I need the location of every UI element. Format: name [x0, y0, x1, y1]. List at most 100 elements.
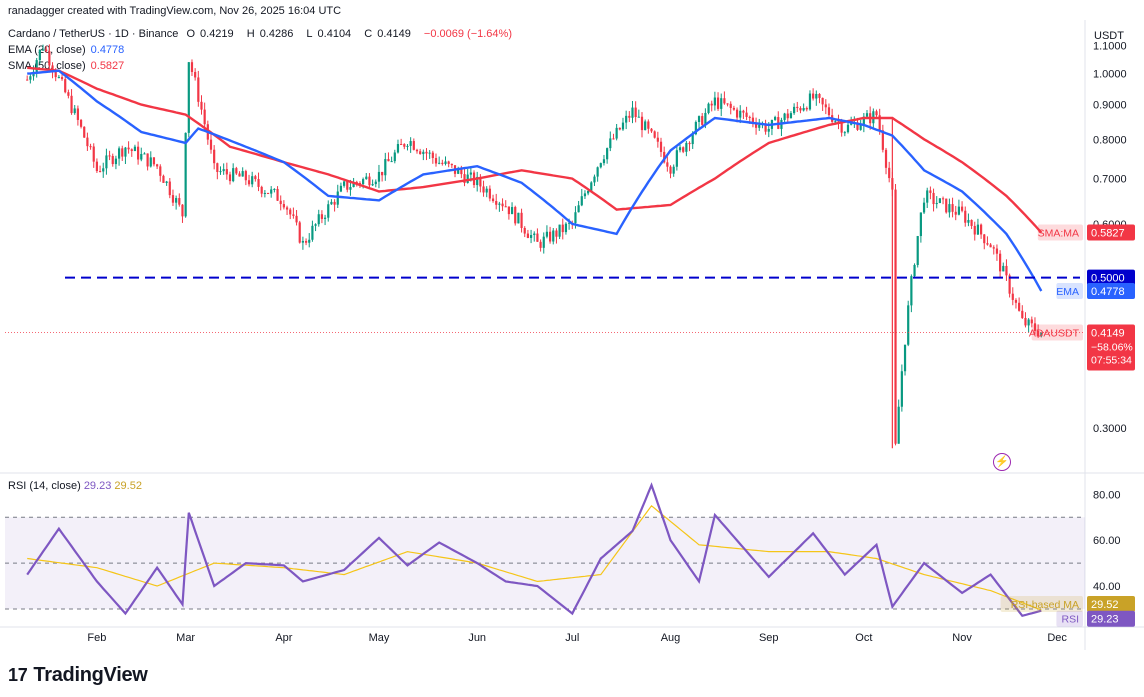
- candle-body: [774, 117, 777, 120]
- candle-body: [235, 168, 238, 174]
- candle-body: [374, 181, 377, 185]
- candle-body: [846, 124, 850, 133]
- candle-body: [656, 137, 659, 142]
- candle-body: [663, 151, 666, 163]
- price-tick-label: 1.0000: [1093, 69, 1127, 81]
- candle-body: [228, 174, 232, 182]
- change-value: −0.0069 (−1.64%): [423, 28, 512, 40]
- candle-body: [612, 138, 615, 140]
- candle-body: [295, 215, 298, 223]
- candle-body: [688, 142, 691, 145]
- candle-body: [137, 146, 140, 160]
- candle-body: [292, 214, 295, 216]
- last-tag-value-box: [1087, 324, 1135, 371]
- rsi-legend[interactable]: RSI (14, close) 29.23 29.52: [8, 480, 142, 492]
- rsi-tick-label: 80.00: [1093, 489, 1121, 501]
- candle-body: [640, 116, 644, 131]
- candle-body: [536, 233, 539, 242]
- candle-body: [1037, 330, 1040, 337]
- candle-body: [615, 127, 618, 139]
- currency-label[interactable]: USDT: [1094, 30, 1124, 42]
- candle-body: [209, 139, 213, 150]
- candle-body: [859, 125, 862, 130]
- candle-body: [289, 209, 292, 215]
- candle-body: [117, 148, 121, 159]
- time-tick-label: Aug: [661, 632, 681, 644]
- candle-body: [510, 207, 514, 215]
- level-tag-value-box: [1087, 269, 1135, 286]
- candle-body: [824, 104, 827, 108]
- candle-body: [415, 149, 419, 152]
- candle-body: [1021, 310, 1024, 318]
- candle-body: [95, 161, 99, 172]
- candle-body: [377, 171, 381, 182]
- candle-body: [197, 77, 200, 102]
- candle-body: [720, 98, 723, 109]
- price-tick-label: 1.1000: [1093, 41, 1127, 53]
- candle-body: [482, 186, 485, 193]
- time-tick-label: Jul: [565, 632, 579, 644]
- candle-body: [504, 206, 507, 208]
- high-label: H: [246, 28, 255, 40]
- candle-body: [910, 276, 913, 306]
- sma-tag-value: 0.5827: [1091, 228, 1125, 240]
- last-tag-value: 0.4149: [1091, 327, 1125, 339]
- candle-body: [444, 161, 447, 164]
- lightning-icon[interactable]: ⚡: [993, 453, 1011, 471]
- candle-body: [862, 116, 865, 126]
- sma-value: 0.5827: [90, 60, 125, 72]
- candle-body: [434, 158, 438, 164]
- price-tick-label: 0.8000: [1093, 134, 1127, 146]
- candle-body: [495, 201, 498, 205]
- candle-body: [558, 224, 561, 237]
- candle-body: [203, 109, 206, 125]
- candle-body: [520, 212, 523, 228]
- candle-body: [666, 162, 669, 167]
- candle-body: [682, 147, 685, 152]
- candle-body: [542, 236, 545, 248]
- symbol-title[interactable]: Cardano / TetherUS · 1D · Binance: [8, 28, 179, 40]
- candle-body: [529, 235, 533, 238]
- candle-body: [327, 204, 330, 218]
- candle-body: [111, 155, 114, 165]
- candle-body: [675, 150, 678, 167]
- price-tick-label: 0.3000: [1093, 423, 1127, 435]
- candle-body: [957, 206, 961, 215]
- candle-body: [916, 236, 919, 265]
- close-value: 0.4149: [377, 28, 411, 40]
- candle-body: [384, 159, 387, 176]
- candle-body: [748, 116, 751, 118]
- candle-body: [121, 148, 124, 157]
- candle-body: [983, 234, 986, 244]
- candle-body: [913, 264, 916, 277]
- candle-body: [162, 175, 165, 183]
- candle-body: [609, 138, 612, 149]
- candle-body: [758, 124, 761, 128]
- candle-body: [856, 122, 859, 130]
- candle-body: [260, 186, 263, 194]
- candle-body: [691, 134, 694, 145]
- candle-body: [339, 185, 343, 192]
- candle-body: [438, 162, 441, 164]
- rsi-tag-label: RSI: [1061, 614, 1079, 626]
- candle-body: [355, 181, 358, 183]
- candle-body: [843, 132, 846, 134]
- candle-body: [222, 169, 225, 172]
- candle-body: [349, 187, 352, 190]
- candle-body: [945, 198, 948, 213]
- candle-body: [894, 189, 897, 444]
- time-tick-label: Apr: [275, 632, 292, 644]
- candle-body: [282, 204, 285, 208]
- candle-body: [742, 110, 745, 113]
- candle-body: [463, 174, 466, 183]
- candle-body: [460, 169, 463, 175]
- candle-body: [796, 106, 799, 109]
- candle-body: [767, 128, 770, 132]
- candle-body: [875, 111, 878, 116]
- candle-body: [362, 179, 365, 185]
- candle-body: [951, 204, 954, 212]
- candle-body: [929, 190, 932, 193]
- price-tags: SMA:MA 0.5827 0.5000 EMA 0.4778 ADAUSDT 0.4149…: [1000, 224, 1135, 627]
- candle-body: [83, 126, 86, 138]
